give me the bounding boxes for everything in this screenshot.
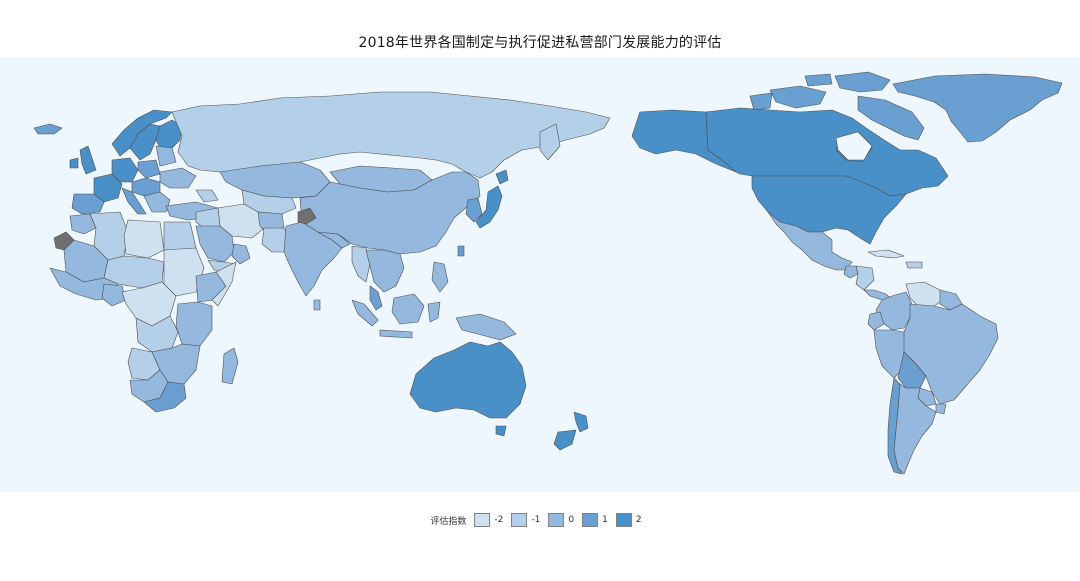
- sumatra: [351, 299, 379, 327]
- baltics-belarus: [155, 145, 177, 167]
- korea: [465, 197, 483, 223]
- australia: [409, 341, 527, 419]
- arctic-island-baffin: [857, 95, 925, 141]
- legend-label: 2: [635, 515, 642, 525]
- java: [379, 329, 413, 339]
- kenya-tanzania: [175, 301, 213, 347]
- new-zealand-north: [573, 411, 589, 433]
- ukraine: [159, 167, 197, 189]
- egypt: [163, 221, 197, 253]
- sulawesi: [427, 301, 441, 323]
- ireland: [69, 157, 79, 169]
- iberia: [71, 193, 105, 215]
- arctic-island-victoria: [769, 85, 827, 109]
- indochina: [365, 249, 405, 293]
- italy: [121, 187, 147, 215]
- philippines: [431, 261, 449, 293]
- legend-swatch: [474, 513, 491, 527]
- tasmania: [495, 425, 507, 437]
- legend-label: -2: [494, 515, 504, 525]
- argentina: [893, 383, 937, 475]
- borneo: [391, 293, 425, 325]
- hokkaido: [495, 169, 509, 185]
- nigeria: [101, 283, 127, 307]
- new-zealand-south: [553, 429, 577, 451]
- libya: [123, 219, 165, 259]
- norway: [111, 109, 173, 157]
- legend-item: 0: [548, 513, 574, 527]
- kashmir-no-data: [297, 207, 317, 225]
- caucasus: [195, 189, 219, 203]
- legend-swatch: [582, 513, 599, 527]
- poland: [137, 159, 161, 179]
- new-guinea: [455, 313, 517, 341]
- legend-label: 0: [568, 515, 575, 525]
- arctic-island-banks: [749, 92, 773, 111]
- guatemala: [843, 265, 859, 279]
- cuba: [867, 249, 905, 259]
- oman-uae: [231, 243, 251, 265]
- saudi-arabia: [195, 225, 235, 263]
- legend: 评估指数 -2 -1 0 1 2: [0, 513, 1080, 527]
- map-title: 2018年世界各国制定与执行促进私营部门发展能力的评估: [358, 35, 722, 51]
- uruguay: [935, 403, 947, 415]
- taiwan: [457, 245, 465, 257]
- legend-title: 评估指数: [430, 516, 467, 527]
- japan: [475, 185, 503, 229]
- legend-label: -1: [531, 515, 541, 525]
- arctic-island-devon: [804, 73, 833, 87]
- hudson-bay: [835, 131, 873, 161]
- legend-item: -1: [511, 513, 540, 527]
- ecuador: [867, 311, 885, 331]
- malay-peninsula: [369, 285, 383, 311]
- finland: [155, 119, 183, 151]
- legend-label: 1: [602, 515, 608, 525]
- arctic-island-ellesmere: [834, 71, 891, 93]
- hispaniola: [905, 261, 923, 269]
- legend-item: -2: [474, 513, 503, 527]
- legend-swatch: [548, 513, 565, 527]
- drc: [135, 315, 179, 353]
- uk: [79, 145, 97, 175]
- legend-swatch: [615, 513, 632, 527]
- south-africa: [143, 381, 187, 413]
- legend-item: 1: [582, 513, 608, 527]
- kamchatka: [539, 123, 561, 161]
- iceland: [33, 123, 63, 135]
- myanmar: [351, 245, 371, 283]
- world-map: [0, 57, 1080, 492]
- greenland: [892, 73, 1063, 143]
- sri-lanka: [313, 299, 321, 311]
- legend-item: 2: [615, 513, 642, 527]
- somalia: [211, 261, 237, 307]
- morocco: [69, 213, 97, 235]
- madagascar: [221, 347, 239, 385]
- legend-swatch: [511, 513, 528, 527]
